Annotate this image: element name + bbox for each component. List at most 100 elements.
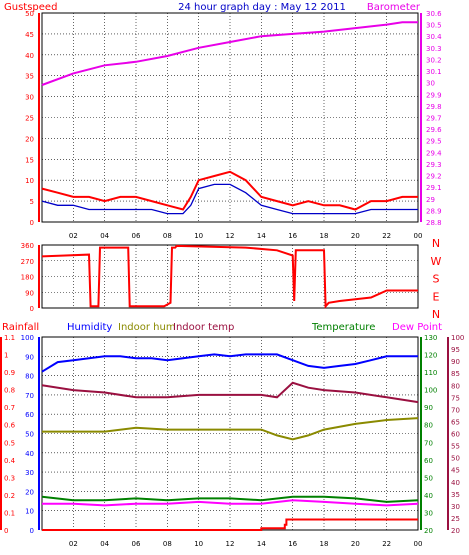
panel3-xtick: 22 [382,540,391,548]
compass-label: N [432,308,440,321]
panel3-xtick: 02 [69,540,78,548]
panel1-xtick: 14 [257,232,266,240]
hum-ytick: 70 [25,392,34,400]
panel1-xtick: 00 [414,232,423,240]
indoor-temp-ytick: 100 [451,334,464,342]
rainfall-line [42,518,418,531]
rain-ytick: 0.4 [4,457,16,465]
panel3-xtick: 00 [414,540,423,548]
baro-ytick: 30.4 [426,33,442,41]
dir-ytick: 180 [21,274,34,282]
panel3-xtick: 16 [288,540,297,548]
temp-ytick: 130 [424,334,437,342]
gust-ytick: 25 [25,115,34,123]
indoor-temp-label: Indoor temp [173,322,234,333]
gustspeed-line [41,170,418,211]
humidity-line [41,353,418,373]
indoor-temp-ytick: 60 [451,431,460,439]
indoor-temp-ytick: 25 [451,515,460,523]
gust-ytick: 0 [30,219,34,227]
gustspeed-label: Gustspeed [4,2,57,13]
indoor-temp-ytick: 80 [451,382,460,390]
panel3-xtick: 18 [320,540,329,548]
indoor-temp-ytick: 65 [451,418,460,426]
panel3-xtick: 04 [100,540,109,548]
panel1-xtick: 20 [351,232,360,240]
hum-ytick: 20 [25,488,34,496]
gust-ytick: 20 [25,135,34,143]
temperature-label: Temperature [311,322,375,333]
hum-ytick: 90 [25,353,34,361]
dir-ytick: 0 [30,305,34,313]
panel1-xtick: 22 [382,232,391,240]
indoor-temp-ytick: 70 [451,406,460,414]
baro-ytick: 29 [426,196,435,204]
panel1-xtick: 16 [288,232,297,240]
hum-ytick: 40 [25,450,34,458]
temp-ytick: 60 [424,457,433,465]
rain-ytick: 0.1 [4,509,15,517]
rain-ytick: 1.1 [4,334,15,342]
baro-ytick: 29.4 [426,149,442,157]
hum-ytick: 60 [25,411,34,419]
indoor-temp-ytick: 50 [451,455,460,463]
hum-ytick: 50 [25,431,34,439]
baro-ytick: 28.9 [426,207,442,215]
baro-ytick: 30.5 [426,22,442,30]
indoor-temp-ytick: 90 [451,358,460,366]
panel1-xtick: 08 [163,232,172,240]
rain-ytick: 0.7 [4,404,15,412]
baro-ytick: 29.7 [426,115,442,123]
panel1-xtick: 18 [320,232,329,240]
temp-ytick: 90 [424,404,433,412]
indoor-temp-ytick: 30 [451,503,460,511]
humidity-label: Humidity [67,322,112,333]
panel1-xtick: 04 [100,232,109,240]
hum-ytick: 0 [30,527,34,535]
temp-ytick: 50 [424,474,433,482]
rain-ytick: 0.2 [4,492,15,500]
indoor-temp-line [41,381,419,404]
temp-ytick: 100 [424,387,437,395]
temperature-line [41,495,419,503]
hum-ytick: 30 [25,469,34,477]
rain-ytick: 0.8 [4,387,15,395]
rain-ytick: 0.9 [4,369,15,377]
temp-ytick: 120 [424,352,437,360]
gust-ytick: 40 [25,52,34,60]
indoor-temp-ytick: 85 [451,370,460,378]
indoor-temp-ytick: 40 [451,479,460,487]
gust-ytick: 45 [25,31,34,39]
baro-ytick: 29.6 [426,126,442,134]
rainfall-label: Rainfall [2,322,39,333]
wind-direction-line [41,244,418,309]
baro-ytick: 29.1 [426,184,442,192]
gust-ytick: 10 [25,177,34,185]
hum-ytick: 80 [25,373,34,381]
baro-ytick: 29.8 [426,103,442,111]
panel1-xtick: 10 [194,232,203,240]
gust-ytick: 15 [25,156,34,164]
dew-point-line [42,499,419,507]
dir-ytick: 90 [25,289,34,297]
baro-ytick: 29.9 [426,91,442,99]
panel3-xtick: 06 [132,540,141,548]
hum-ytick: 100 [21,334,34,342]
barometer-label: Barometer [367,2,421,13]
temp-ytick: 70 [424,439,433,447]
indoor-temp-ytick: 20 [451,527,460,535]
panel3-xtick: 12 [226,540,235,548]
barometer-line [41,21,418,86]
indoor-hum-line [42,417,419,441]
panel1-xtick: 12 [226,232,235,240]
compass-label: W [431,255,442,268]
rain-ytick: 0.5 [4,439,15,447]
baro-ytick: 29.2 [426,173,442,181]
panel3-xtick: 08 [163,540,172,548]
dir-ytick: 270 [21,258,34,266]
dir-ytick: 360 [21,242,34,250]
baro-ytick: 30.1 [426,68,442,76]
indoor-temp-ytick: 45 [451,467,460,475]
